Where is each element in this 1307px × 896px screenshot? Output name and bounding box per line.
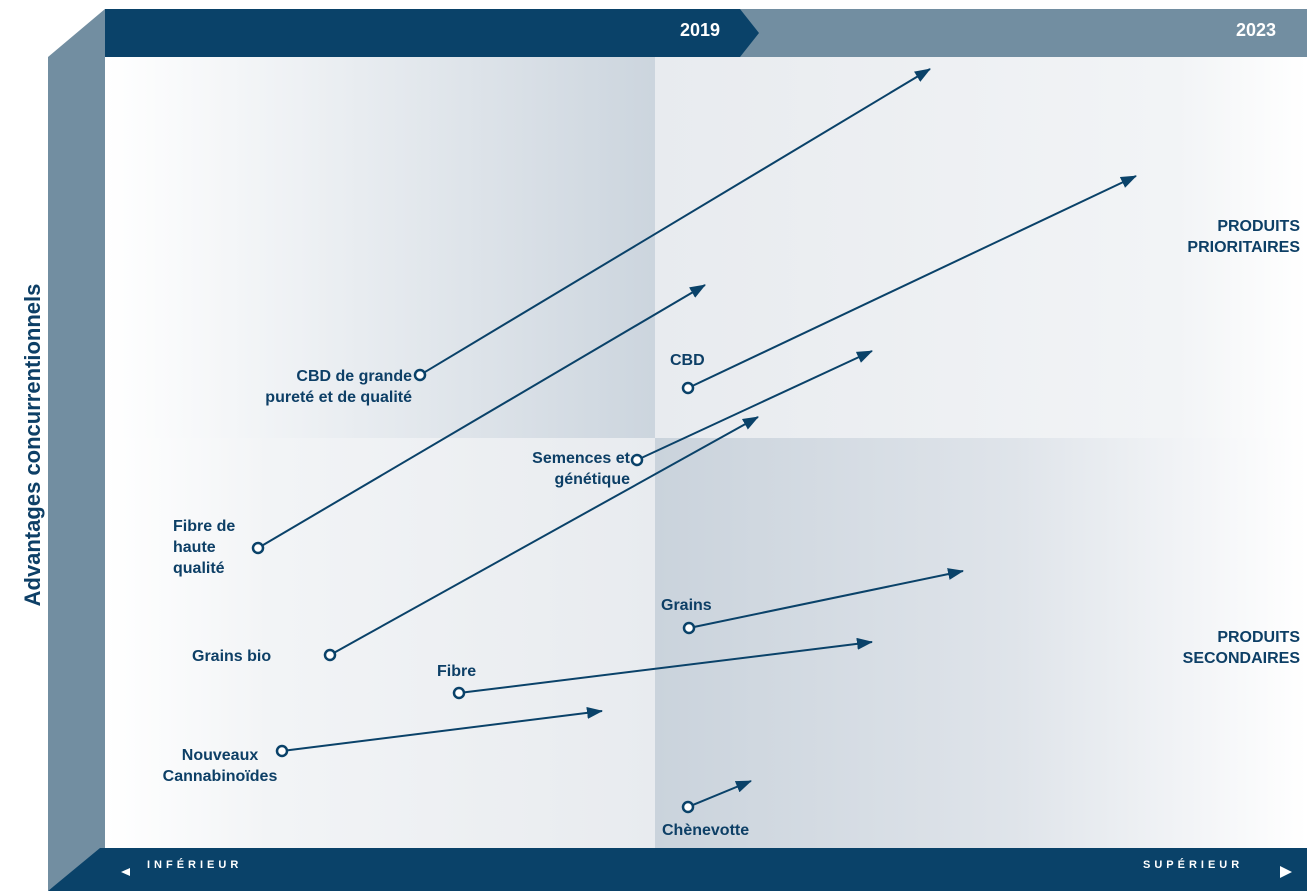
x-axis-high-label: SUPÉRIEUR — [1143, 859, 1244, 871]
quadrant-label-priority-line-1: PRODUITS — [1217, 218, 1300, 235]
product-label-chenevotte: Chènevotte — [662, 820, 749, 841]
trajectory-start-grains-bio — [323, 648, 337, 662]
product-label-line: pureté et de qualité — [265, 389, 412, 406]
quadrant-label-secondary: PRODUITS SECONDAIRES — [1183, 627, 1300, 669]
trajectory-start-grains — [682, 621, 696, 635]
trajectory-arrow-semences — [641, 350, 873, 459]
trajectory-start-fibre-haute — [251, 541, 265, 555]
trajectory-start-semences — [630, 453, 644, 467]
trajectory-start-nouveaux — [275, 744, 289, 758]
product-label-fibre: Fibre — [437, 661, 476, 682]
arrow-right-icon — [1280, 866, 1292, 878]
trajectory-arrow-grains — [693, 568, 964, 628]
product-label-fibre-haute-qualite: Fibre de haute qualité — [173, 516, 235, 579]
trajectory-arrow-chenevotte — [692, 780, 752, 807]
quadrant-label-priority: PRODUITS PRIORITAIRES — [1187, 216, 1300, 258]
product-label-line: CBD — [670, 352, 705, 369]
timeline-start-year: 2019 — [680, 20, 721, 40]
product-label-grains-bio: Grains bio — [192, 646, 271, 667]
product-label-line: Nouveaux — [181, 747, 259, 764]
y-axis-title: Advantages concurrentionnels — [20, 283, 45, 607]
timeline-chevron-right-tip — [1288, 9, 1307, 57]
arrow-left-icon — [121, 868, 130, 876]
product-label-line: Cannabinoïdes — [162, 768, 278, 785]
timeline-end-year: 2023 — [1236, 20, 1277, 40]
trajectory-arrow-grains-bio — [333, 416, 759, 654]
trajectory-arrow-cbd — [692, 175, 1137, 387]
left-axis-band — [48, 9, 105, 891]
product-label-line: Grains — [661, 597, 712, 614]
trajectory-arrow-cbd-grande-purete — [423, 68, 931, 374]
product-label-cbd-grande-purete: CBD de grande pureté et de qualité — [265, 366, 412, 408]
product-label-line: génétique — [554, 471, 630, 488]
product-label-semences: Semences et génétique — [532, 448, 630, 490]
quadrant-bottom-right — [655, 438, 1307, 848]
product-label-nouveaux-cannabinoides: Nouveaux Cannabinoïdes — [145, 745, 295, 787]
product-label-line: qualité — [173, 560, 225, 577]
trajectory-arrow-fibre-haute — [261, 284, 706, 547]
trajectory-arrow-fibre — [463, 637, 873, 694]
quadrant-label-priority-line-2: PRIORITAIRES — [1187, 239, 1300, 256]
trajectory-start-fibre — [452, 686, 466, 700]
product-label-line: Chènevotte — [662, 822, 750, 839]
quadrant-label-secondary-line-2: SECONDAIRES — [1182, 650, 1300, 667]
trajectory-start-cbd — [681, 381, 695, 395]
quadrant-bottom-left — [105, 438, 655, 848]
trajectory-start-cbd-grande-purete — [413, 368, 427, 382]
timeline-band-2019 — [105, 9, 759, 57]
product-trajectories — [251, 68, 1137, 814]
bottom-axis-band — [48, 848, 1307, 891]
product-label-line: Semences et — [532, 450, 630, 467]
product-label-line: Fibre — [437, 663, 477, 680]
timeline-band-future — [720, 9, 1307, 57]
product-label-line: CBD de grande — [296, 368, 412, 385]
quadrant-top-left — [105, 57, 655, 438]
trajectory-start-chenevotte — [681, 800, 695, 814]
product-label-line: Fibre de — [173, 518, 236, 535]
trajectory-arrow-nouveaux — [286, 706, 603, 752]
x-axis-low-label: INFÉRIEUR — [147, 859, 243, 871]
product-label-line: haute — [173, 539, 216, 556]
quadrant-label-secondary-line-1: PRODUITS — [1217, 629, 1300, 646]
quadrant-top-right — [655, 57, 1307, 438]
product-label-line: Grains bio — [192, 648, 272, 665]
product-label-cbd: CBD — [670, 350, 705, 371]
product-label-grains: Grains — [661, 595, 712, 616]
